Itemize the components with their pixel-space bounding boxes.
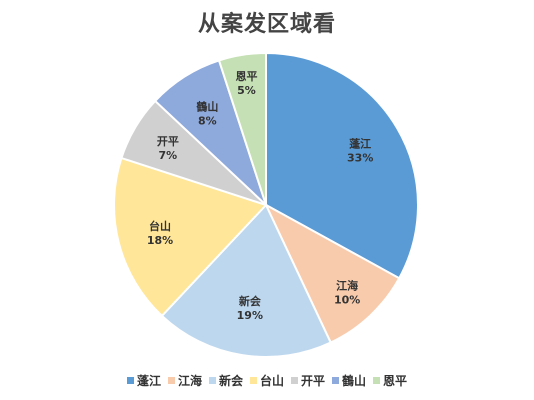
legend-item: 台山 [249,372,284,389]
legend-item: 新会 [208,372,243,389]
slice-category-label: 开平 [157,135,179,148]
slice-percent-label: 5% [237,84,256,97]
slice-category-label: 鶴山 [196,100,218,114]
slice-category-label: 蓬江 [349,136,371,150]
slice-percent-label: 18% [147,234,173,247]
legend-label: 开平 [301,374,326,388]
legend-swatch [373,377,381,384]
slice-category-label: 恩平 [236,70,258,83]
legend-label: 新会 [218,374,243,388]
pie-slice-7 [217,51,267,206]
slice-category-label: 台山 [149,219,171,233]
legend-swatch [126,377,134,384]
slice-percent-label: 8% [198,115,217,128]
chart-title: 从案发区域看 [197,11,336,37]
slice-category-label: 新会 [239,294,262,308]
legend-swatch [291,377,298,384]
legend-item: 江海 [167,372,202,389]
legend-item: 恩平 [373,372,407,389]
legend-item: 开平 [291,372,325,389]
pie-slice-3 [160,203,333,358]
pie-slice-2 [263,202,401,344]
legend-label: 蓬江 [136,374,161,388]
legend-label: 江海 [177,374,202,388]
slice-percent-label: 10% [334,293,360,306]
slice-percent-label: 33% [347,151,373,164]
slice-category-label: 江海 [336,278,358,292]
legend-label: 台山 [259,374,284,388]
legend-swatch [249,377,257,384]
legend-swatch [332,377,340,384]
legend-swatch [208,377,216,384]
legend-item: 鶴山 [332,372,366,389]
slice-percent-label: 7% [159,149,178,162]
legend-swatch [167,377,175,384]
pie-slice-4 [113,156,268,318]
legend-item: 蓬江 [126,372,161,389]
legend-label: 恩平 [383,374,408,388]
legend-label: 鶴山 [342,374,367,388]
pie-slice-1 [265,51,419,280]
chart-legend: 蓬江 江海 新会 台山 开平 鶴山 恩平 [0,372,534,389]
slice-percent-label: 19% [237,309,263,322]
